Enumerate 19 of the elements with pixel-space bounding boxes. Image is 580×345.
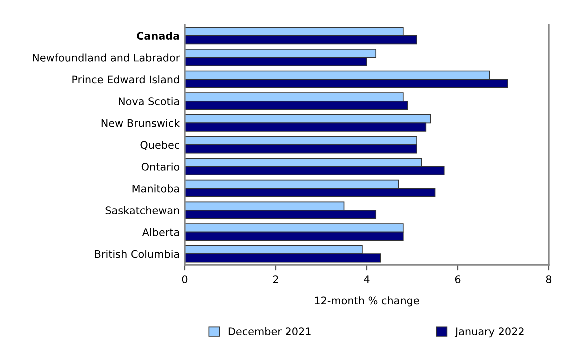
x-tick-label: 4	[364, 276, 370, 284]
y-tick-label: Alberta	[142, 228, 180, 236]
x-tick-label: 0	[182, 276, 188, 284]
y-tick-label: Quebec	[140, 141, 180, 150]
x-tick-label: 6	[455, 276, 461, 284]
y-tick-label: Nova Scotia	[119, 97, 180, 106]
y-tick-label: New Brunswick	[102, 119, 180, 128]
y-tick-label: Manitoba	[132, 184, 180, 193]
y-tick-label: Ontario	[142, 162, 180, 171]
x-tick-label: 8	[546, 276, 552, 284]
legend-label: December 2021	[228, 327, 311, 336]
y-tick-label: British Columbia	[95, 250, 180, 258]
x-axis-title: 12-month % change	[315, 296, 420, 307]
y-tick-label: Canada	[137, 32, 180, 40]
y-tick-label: Prince Edward Island	[72, 76, 180, 84]
x-tick-label: 2	[273, 276, 278, 284]
y-tick-label: Saskatchewan	[106, 206, 180, 215]
y-tick-label: Newfoundland and Labrador	[33, 54, 180, 62]
legend-label: January 2022	[454, 328, 524, 338]
